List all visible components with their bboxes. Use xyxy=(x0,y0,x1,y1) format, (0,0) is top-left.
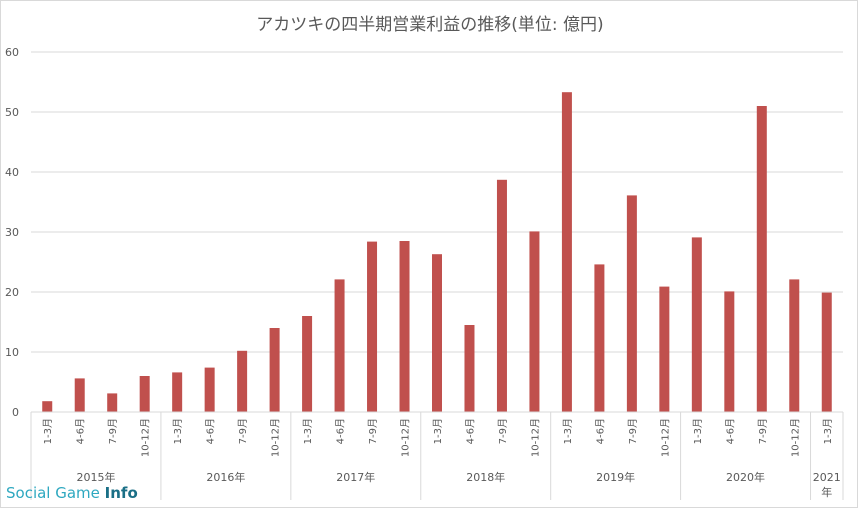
y-tick-label: 10 xyxy=(5,346,19,359)
x-tick-label: 7-9月 xyxy=(757,418,769,444)
x-tick-label: 10-12月 xyxy=(659,418,671,457)
group-label: 2021 年 xyxy=(813,471,841,499)
bar xyxy=(74,378,85,412)
group-label: 2019年 xyxy=(596,470,635,484)
bar xyxy=(594,264,605,412)
bar xyxy=(561,92,572,412)
x-tick-label: 1-3月 xyxy=(302,418,314,444)
y-tick-label: 40 xyxy=(5,166,19,179)
bar xyxy=(42,401,53,412)
x-tick-label: 7-9月 xyxy=(237,418,249,444)
bar xyxy=(496,179,507,412)
group-label: 2017年 xyxy=(336,470,375,484)
group-label: 2015年 xyxy=(76,470,115,484)
x-tick-label: 1-3月 xyxy=(692,418,704,444)
x-tick-label: 1-3月 xyxy=(42,418,54,444)
bar xyxy=(789,279,800,412)
x-tick-label: 7-9月 xyxy=(627,418,639,444)
x-tick-label: 1-3月 xyxy=(172,418,184,444)
chart-title: アカツキの四半期営業利益の推移(単位: 億円) xyxy=(256,15,603,35)
y-tick-label: 30 xyxy=(5,226,19,239)
x-tick-label: 7-9月 xyxy=(497,418,509,444)
bar xyxy=(269,328,280,412)
group-label: 2016年 xyxy=(206,470,245,484)
x-tick-label: 7-9月 xyxy=(107,418,119,444)
y-tick-label: 20 xyxy=(5,286,19,299)
x-tick-label: 10-12月 xyxy=(529,418,541,457)
bar xyxy=(204,367,215,412)
watermark-logo: Social Game Info xyxy=(6,484,138,502)
x-tick-label: 1-3月 xyxy=(432,418,444,444)
y-tick-label: 50 xyxy=(5,106,19,119)
group-label: 2020年 xyxy=(726,470,765,484)
watermark-suffix: Info xyxy=(104,484,138,502)
x-tick-label: 4-6月 xyxy=(464,418,476,444)
bar xyxy=(237,350,248,412)
bar xyxy=(334,279,345,412)
x-tick-label: 4-6月 xyxy=(594,418,606,444)
bar xyxy=(399,241,410,412)
x-tick-label: 4-6月 xyxy=(75,418,87,444)
watermark-prefix: Social Game xyxy=(6,484,105,502)
bar xyxy=(432,254,442,412)
y-tick-label: 60 xyxy=(5,46,19,59)
bar xyxy=(821,292,832,412)
x-tick-label: 10-12月 xyxy=(400,418,412,457)
bar xyxy=(756,106,767,412)
bar xyxy=(529,231,540,412)
y-tick-label: 0 xyxy=(12,406,19,419)
x-tick-label: 7-9月 xyxy=(367,418,379,444)
bar xyxy=(107,393,118,412)
x-tick-label: 1-3月 xyxy=(562,418,574,444)
bar xyxy=(659,286,670,412)
bar xyxy=(302,316,313,412)
x-tick-label: 4-6月 xyxy=(335,418,347,444)
bar xyxy=(139,376,150,412)
bar xyxy=(172,372,183,412)
x-tick-label: 10-12月 xyxy=(140,418,152,457)
bar xyxy=(626,195,637,412)
x-tick-label: 10-12月 xyxy=(789,418,801,457)
group-label: 2018年 xyxy=(466,470,505,484)
bar xyxy=(691,237,702,412)
bar xyxy=(724,291,735,412)
x-tick-label: 4-6月 xyxy=(205,418,217,444)
x-tick-label: 10-12月 xyxy=(270,418,282,457)
bar xyxy=(464,325,475,412)
x-tick-label: 4-6月 xyxy=(724,418,736,444)
x-tick-label: 1-3月 xyxy=(822,418,834,444)
bar xyxy=(367,241,378,412)
